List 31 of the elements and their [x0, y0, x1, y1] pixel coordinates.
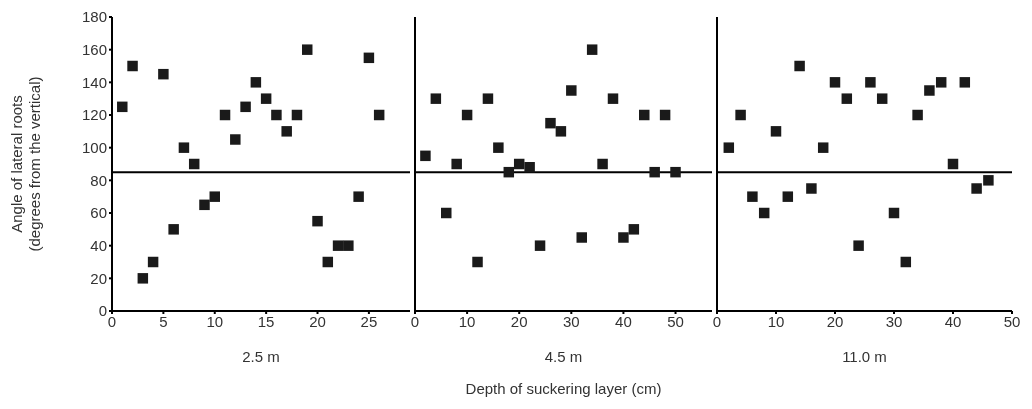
x-tick-label: 0 [410, 312, 420, 330]
x-tick-label: 40 [615, 312, 632, 330]
y-tick-label: 140 [81, 73, 107, 91]
y-tick-label: 40 [90, 236, 107, 254]
x-tick-label: 0 [712, 312, 722, 330]
x-tick-label: 10 [206, 312, 224, 330]
x-axis-title: 2.5 m [241, 348, 281, 365]
x-tick-label: 30 [562, 312, 580, 330]
x-tick-label: 50 [1003, 312, 1021, 330]
x-tick-label: 20 [309, 312, 326, 330]
y-tick-label: 20 [90, 269, 107, 287]
x-tick-label: 50 [667, 312, 684, 330]
x-tick-label: 15 [257, 312, 275, 330]
x-tick-label: 40 [944, 312, 962, 330]
x-tick-label: 20 [510, 312, 528, 330]
y-tick-label: 100 [81, 138, 107, 156]
x-tick-label: 30 [885, 312, 903, 330]
y-tick-label: 60 [90, 204, 107, 222]
y-tick-label: 120 [81, 106, 107, 124]
x-axis-title: 4.5 m [543, 348, 584, 365]
x-tick-label: 20 [826, 312, 844, 330]
y-tick-label: 160 [81, 40, 107, 58]
x-axis-title: 11.0 m [841, 348, 888, 365]
x-tick-label: 10 [767, 312, 785, 330]
y-tick-label: 180 [81, 8, 107, 26]
text: Depth of suckering layer (cm) [464, 380, 663, 397]
x-tick-label: 10 [458, 312, 476, 330]
y-axis-title: Angle of lateral roots (degrees from the vertical) [8, 75, 44, 254]
x-tick-label: 5 [159, 312, 168, 330]
x-tick-label: 25 [360, 312, 378, 330]
y-tick-label: 80 [90, 171, 107, 189]
